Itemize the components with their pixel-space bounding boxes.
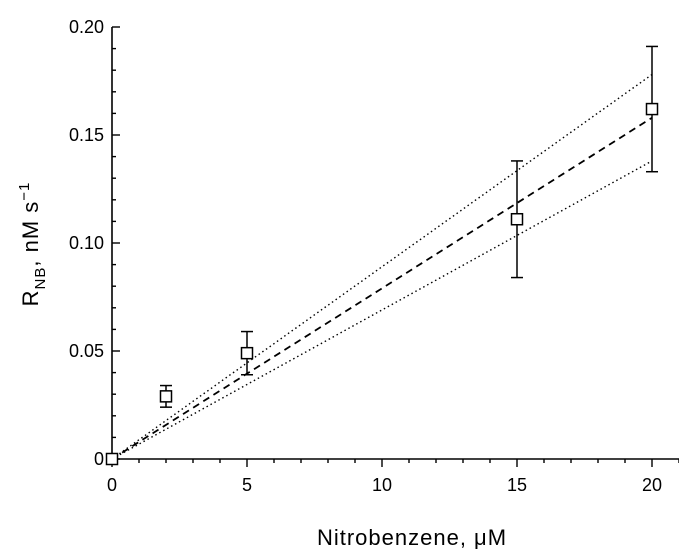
- data-point: [242, 348, 253, 359]
- y-tick-label: 0.15: [69, 125, 104, 145]
- x-tick-label: 10: [372, 475, 392, 495]
- data-point: [647, 104, 658, 115]
- y-tick-label: 0.10: [69, 233, 104, 253]
- y-axis-title-base: R: [18, 289, 43, 306]
- fit-lines: [112, 75, 652, 459]
- y-axis-title-unit: , nM s: [18, 201, 43, 267]
- data-point: [512, 214, 523, 225]
- fit-line-dashed: [112, 118, 652, 459]
- y-axis-title-subscript: NB: [32, 267, 49, 290]
- x-tick-label: 20: [642, 475, 662, 495]
- x-axis-title: Nitrobenzene, μM: [317, 525, 507, 549]
- x-tick-label: 5: [242, 475, 252, 495]
- y-tick-label: 0.05: [69, 341, 104, 361]
- y-tick-label: 0.20: [69, 17, 104, 37]
- y-tick-label: 0: [94, 449, 104, 469]
- y-axis-title: RNB, nM s−1: [16, 182, 49, 307]
- axes: 0 5 10 15 20 0 0.05 0.10 0.15 0.20: [69, 17, 679, 495]
- data-point: [107, 454, 118, 465]
- confidence-line-dotted: [112, 75, 652, 459]
- confidence-line-dotted: [112, 161, 652, 459]
- error-bars: [160, 46, 658, 407]
- y-axis-title-superscript: −1: [16, 182, 33, 201]
- data-points: [107, 104, 658, 465]
- data-point: [161, 391, 172, 402]
- x-tick-label: 0: [107, 475, 117, 495]
- x-tick-label: 15: [507, 475, 527, 495]
